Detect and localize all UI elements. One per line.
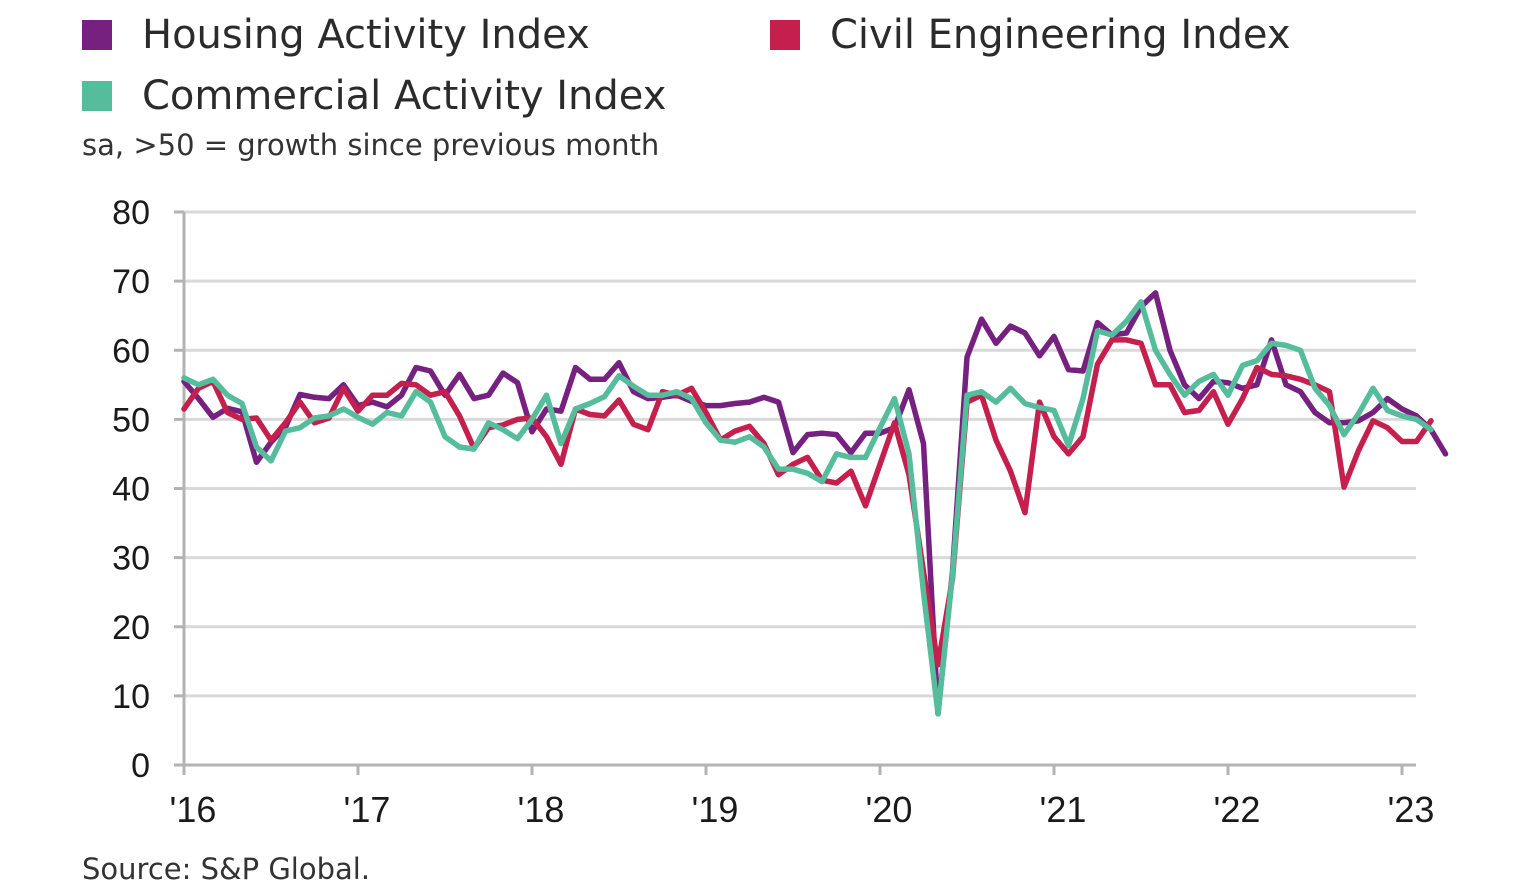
legend-item-commercial: Commercial Activity Index <box>82 73 666 119</box>
x-tick-label: '16 <box>170 789 217 830</box>
y-tick-label: 30 <box>112 540 150 578</box>
y-tick-label: 40 <box>112 471 150 509</box>
legend-item-housing: Housing Activity Index <box>82 12 590 58</box>
y-tick-label: 60 <box>112 332 150 370</box>
x-tick-label: '20 <box>866 789 913 830</box>
y-tick-label: 80 <box>112 194 150 232</box>
legend-swatch-housing <box>82 20 112 50</box>
x-tick-label: '22 <box>1214 789 1261 830</box>
legend-label-housing: Housing Activity Index <box>142 12 590 58</box>
x-tick-label: '17 <box>344 789 391 830</box>
y-tick-label: 20 <box>112 609 150 647</box>
series-line-civil-engineering-index <box>181 337 1434 668</box>
legend-item-civil: Civil Engineering Index <box>770 12 1291 58</box>
chart-subtitle: sa, >50 = growth since previous month <box>82 128 660 162</box>
legend-label-commercial: Commercial Activity Index <box>142 73 667 119</box>
y-tick-label: 70 <box>112 263 150 301</box>
y-tick-label: 50 <box>112 401 150 439</box>
legend-swatch-commercial <box>82 81 112 111</box>
x-tick-label: '23 <box>1388 789 1435 830</box>
legend-label-civil: Civil Engineering Index <box>830 12 1291 58</box>
series-line-commercial-activity-index <box>181 299 1434 717</box>
series-line-housing-activity-index <box>181 290 1449 717</box>
x-tick-label: '21 <box>1040 789 1087 830</box>
source-note: Source: S&P Global. <box>82 852 371 886</box>
legend-swatch-civil <box>770 20 800 50</box>
x-tick-label: '19 <box>692 789 739 830</box>
y-tick-label: 0 <box>131 747 150 785</box>
y-tick-label: 10 <box>112 678 150 716</box>
x-tick-label: '18 <box>518 789 565 830</box>
